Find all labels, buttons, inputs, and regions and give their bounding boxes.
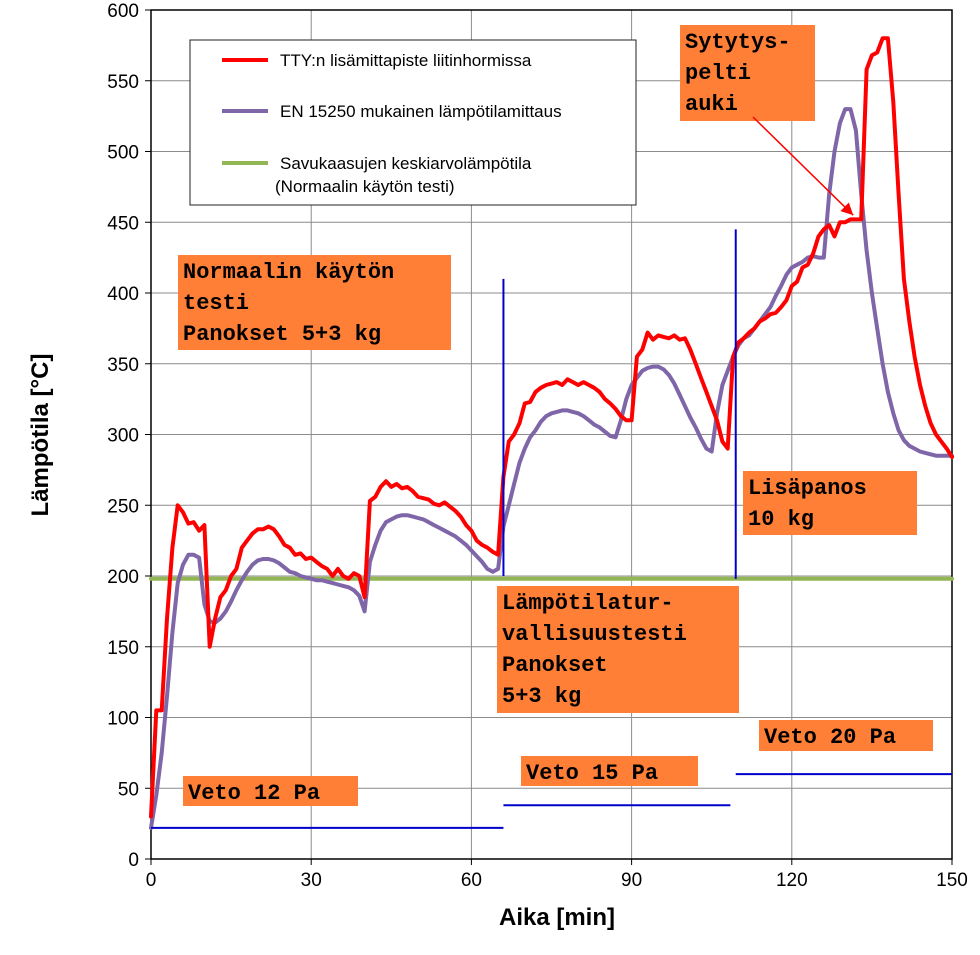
y-tick-label: 600 [107,1,139,22]
legend-label-series-2: EN 15250 mukainen lämpötilamittaus [280,102,562,121]
annotation-text: Lisäpanos [748,476,867,501]
annotation-text: auki [685,92,738,117]
legend-label-series-3: Savukaasujen keskiarvolämpötila [280,154,532,173]
y-axis-title: Lämpötila [°C] [27,354,54,517]
x-tick-label: 0 [146,870,157,891]
legend-layer: TTY:n lisämittapiste liitinhormissa EN 1… [189,39,637,206]
y-tick-label: 300 [107,426,139,447]
x-tick-label: 90 [621,870,642,891]
annotation-text: 5+3 kg [502,684,581,709]
legend-box [189,39,637,206]
annotation-arrow [752,116,854,216]
series-line-1 [149,36,954,819]
axis-layer: 0 50 100 150 200 250 300 350 400 450 500 550 600 0 30 6… [107,1,968,891]
annotation-box [743,471,917,535]
annotation-box [178,255,451,350]
annotation-text: vallisuustesti [502,622,687,647]
x-tick-label: 60 [461,870,482,891]
x-axis-title: Aika [min] [499,904,615,931]
y-tick-label: 550 [107,72,139,93]
annotation-text: Veto 20 Pa [764,725,896,750]
annotation-arrowhead [840,202,854,216]
y-tick-label: 400 [107,284,139,305]
y-tick-label: 50 [118,779,139,800]
annotation-text: testi [183,291,249,316]
series-line-2 [149,107,954,830]
annotation-text: Lämpötilatur- [502,591,674,616]
y-tick-label: 150 [107,638,139,659]
annotation-box [521,756,698,786]
annotation-layer: Normaalin käytön testi Panokset 5+3 kg Lämp… [178,25,933,806]
annotation-text: Panokset [502,653,608,678]
annotation-text: Panokset 5+3 kg [183,322,381,347]
annotation-text: Sytytys- [685,30,791,55]
x-tick-label: 150 [936,870,968,891]
legend-label-series-3-line2: (Normaalin käytön testi) [275,177,455,196]
y-tick-label: 350 [107,355,139,376]
annotation-text: Veto 12 Pa [188,781,320,806]
annotation-text: pelti [685,61,751,86]
y-tick-label: 100 [107,709,139,730]
y-tick-label: 0 [128,850,139,871]
annotation-text: 10 kg [748,507,814,532]
y-tick-label: 450 [107,213,139,234]
series-layer [149,36,954,830]
y-tick-label: 200 [107,567,139,588]
y-tick-label: 500 [107,143,139,164]
x-tick-label: 30 [301,870,322,891]
annotation-box [680,25,815,121]
annotation-box [183,776,358,806]
annotation-box [759,720,933,751]
x-tick-label: 120 [776,870,808,891]
annotation-text: Veto 15 Pa [526,761,658,786]
annotation-text: Normaalin käytön [183,260,394,285]
legend-label-series-1: TTY:n lisämittapiste liitinhormissa [280,51,532,70]
marker-layer [151,229,952,829]
annotation-box [497,586,739,713]
y-tick-label: 250 [107,496,139,517]
